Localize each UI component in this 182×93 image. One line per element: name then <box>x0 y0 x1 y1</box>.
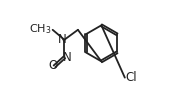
Text: CH$_3$: CH$_3$ <box>29 22 51 36</box>
Text: N: N <box>58 33 66 46</box>
Text: O: O <box>48 59 57 72</box>
Text: N: N <box>63 51 71 64</box>
Text: Cl: Cl <box>126 71 137 84</box>
